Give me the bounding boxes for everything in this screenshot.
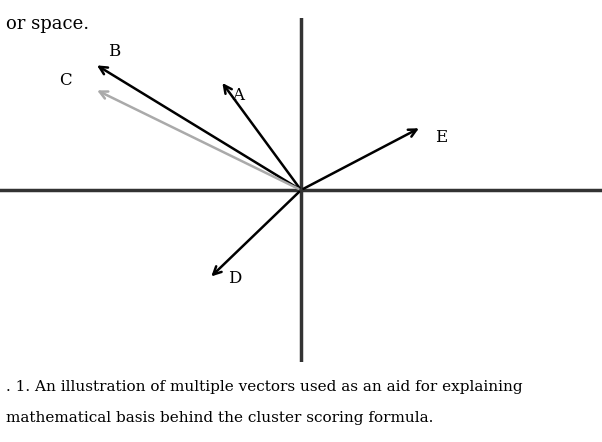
Text: C: C [60, 72, 72, 89]
Text: B: B [108, 43, 121, 60]
Text: or space.: or space. [6, 15, 89, 34]
Text: E: E [435, 129, 448, 146]
Text: A: A [232, 87, 244, 104]
Text: mathematical basis behind the cluster scoring formula.: mathematical basis behind the cluster sc… [6, 411, 433, 425]
Text: . 1. An illustration of multiple vectors used as an aid for explaining: . 1. An illustration of multiple vectors… [6, 380, 523, 394]
Text: D: D [228, 270, 242, 287]
